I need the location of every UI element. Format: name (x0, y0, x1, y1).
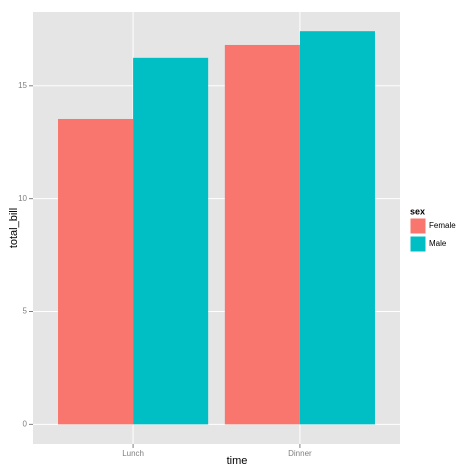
legend-swatch (409, 235, 427, 253)
legend-swatch (409, 217, 427, 235)
legend-label: Male (429, 239, 447, 248)
legend-label: Female (429, 221, 456, 230)
x-axis-title: time (227, 455, 248, 467)
bar (224, 44, 300, 425)
x-tick-label: Lunch (122, 449, 144, 458)
bar (299, 31, 375, 425)
bar (133, 57, 209, 425)
y-tick-label: 5 (23, 307, 28, 316)
legend-title: sex (410, 206, 425, 216)
y-tick-label: 0 (23, 419, 28, 428)
x-tick-label: Dinner (288, 449, 312, 458)
bar (58, 118, 134, 425)
y-tick-label: 15 (18, 81, 27, 90)
y-axis-title: total_bill (8, 208, 20, 248)
y-tick-label: 10 (18, 194, 27, 203)
